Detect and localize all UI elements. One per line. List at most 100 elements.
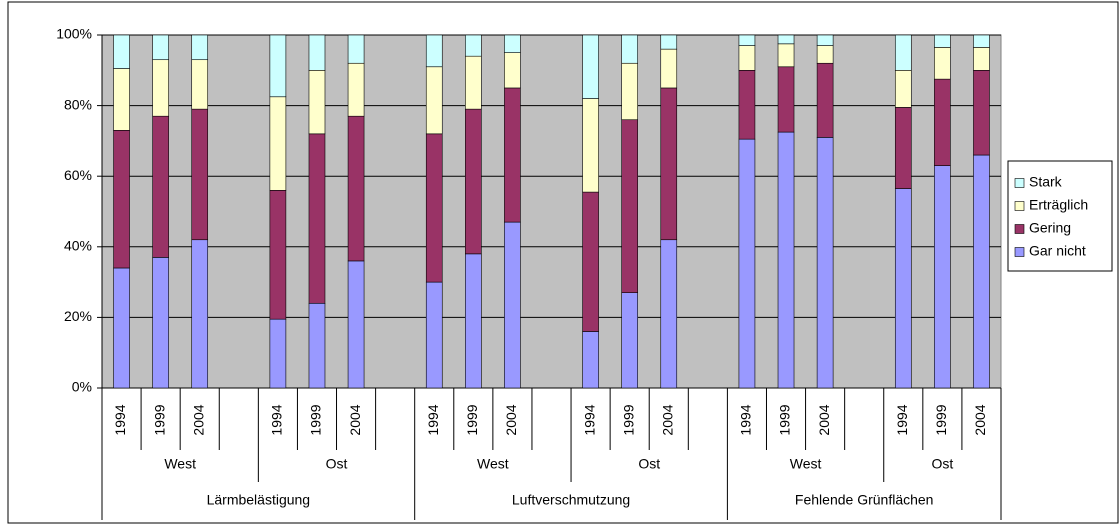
bar-segment bbox=[425, 66, 443, 135]
bar-segment bbox=[465, 55, 482, 110]
x-tick-label: 1999 bbox=[151, 404, 167, 435]
bar-segment bbox=[308, 133, 326, 304]
y-tick-label: 40% bbox=[64, 238, 92, 254]
bar-segment bbox=[934, 78, 951, 166]
bar-segment bbox=[191, 239, 209, 389]
bar-segment bbox=[777, 43, 795, 68]
bar-segment bbox=[152, 59, 169, 117]
bar-segment bbox=[347, 115, 365, 262]
legend-box bbox=[1007, 160, 1113, 272]
bar-segment bbox=[347, 34, 365, 64]
bar-segment bbox=[660, 239, 678, 389]
x-tick-label: 2004 bbox=[659, 404, 675, 435]
bar-segment bbox=[113, 130, 130, 269]
bar-segment bbox=[191, 108, 209, 241]
x-tick-label: 1999 bbox=[777, 404, 793, 435]
bar-segment bbox=[738, 45, 756, 71]
bar-segment bbox=[465, 253, 482, 389]
x-tick-label: 1999 bbox=[464, 404, 480, 435]
bar-segment bbox=[894, 107, 912, 189]
bar-segment bbox=[308, 70, 326, 135]
bar-segment bbox=[621, 292, 638, 389]
group-label: Fehlende Grünflächen bbox=[795, 492, 934, 508]
y-tick-label: 0% bbox=[72, 379, 92, 395]
bar-segment bbox=[465, 34, 482, 57]
bar-segment bbox=[934, 34, 951, 48]
x-tick-label: 2004 bbox=[190, 404, 206, 435]
subgroup-label: Ost bbox=[326, 456, 348, 472]
subgroup-label: West bbox=[164, 456, 196, 472]
bar-segment bbox=[113, 34, 130, 69]
bar-segment bbox=[582, 34, 599, 99]
bar-segment bbox=[816, 137, 834, 389]
bar-segment bbox=[621, 34, 638, 64]
bar-segment bbox=[308, 34, 326, 71]
y-tick-label: 60% bbox=[64, 167, 92, 183]
bar-segment bbox=[660, 48, 678, 89]
bar-segment bbox=[582, 331, 599, 389]
bar-segment bbox=[621, 62, 638, 121]
legend-label: Stark bbox=[1029, 174, 1063, 190]
bar-segment bbox=[269, 34, 287, 98]
bar-segment bbox=[191, 59, 209, 110]
bar-segment bbox=[465, 108, 482, 255]
x-tick-label: 2004 bbox=[347, 404, 363, 435]
bar-segment bbox=[582, 98, 599, 193]
bar-segment bbox=[777, 66, 795, 133]
bar-segment bbox=[816, 62, 834, 138]
legend-label: Erträglich bbox=[1029, 197, 1088, 213]
bar-segment bbox=[934, 165, 951, 389]
x-tick-label: 1994 bbox=[894, 404, 910, 435]
bar-segment bbox=[660, 87, 678, 241]
x-tick-label: 1994 bbox=[738, 404, 754, 435]
bar-segment bbox=[973, 34, 990, 48]
bar-segment bbox=[504, 221, 521, 389]
bar-segment bbox=[504, 34, 521, 53]
bar-segment bbox=[973, 47, 990, 71]
bar-segment bbox=[934, 47, 951, 80]
bar-segment bbox=[973, 154, 990, 389]
bar-segment bbox=[269, 318, 287, 389]
bar-segment bbox=[347, 260, 365, 389]
subgroup-label: Ost bbox=[931, 456, 953, 472]
plot-area bbox=[101, 34, 1002, 389]
bar-segment bbox=[504, 87, 521, 223]
bar-segment bbox=[894, 70, 912, 108]
legend-swatch bbox=[1014, 247, 1025, 257]
bar-segment bbox=[777, 34, 795, 45]
bar-segment bbox=[347, 62, 365, 117]
x-tick-label: 1994 bbox=[425, 404, 441, 435]
bar-segment bbox=[152, 115, 169, 258]
legend-swatch bbox=[1014, 201, 1025, 211]
subgroup-label: Ost bbox=[638, 456, 660, 472]
x-tick-label: 1994 bbox=[112, 404, 128, 435]
bar-segment bbox=[308, 302, 326, 389]
bar-segment bbox=[973, 70, 990, 156]
bar-segment bbox=[816, 34, 834, 46]
bar-segment bbox=[738, 70, 756, 140]
y-tick-label: 20% bbox=[64, 308, 92, 324]
bar-segment bbox=[738, 34, 756, 46]
group-label: Luftverschmutzung bbox=[512, 492, 630, 508]
group-label: Lärmbelästigung bbox=[207, 492, 311, 508]
y-tick-label: 100% bbox=[56, 26, 92, 42]
legend-label: Gar nicht bbox=[1029, 243, 1086, 259]
bar-segment bbox=[660, 34, 678, 50]
bar-segment bbox=[894, 188, 912, 389]
bar-segment bbox=[425, 133, 443, 283]
subgroup-label: West bbox=[477, 456, 509, 472]
bar-segment bbox=[738, 138, 756, 389]
subgroup-label: West bbox=[790, 456, 822, 472]
x-tick-label: 2004 bbox=[972, 404, 988, 435]
legend-label: Gering bbox=[1029, 220, 1071, 236]
x-tick-label: 2004 bbox=[503, 404, 519, 435]
bar-segment bbox=[425, 34, 443, 68]
legend-swatch bbox=[1014, 224, 1025, 234]
bar-segment bbox=[621, 119, 638, 293]
x-tick-label: 1999 bbox=[620, 404, 636, 435]
bar-segment bbox=[425, 281, 443, 389]
bar-segment bbox=[113, 68, 130, 131]
bar-segment bbox=[582, 191, 599, 332]
x-tick-label: 1999 bbox=[308, 404, 324, 435]
